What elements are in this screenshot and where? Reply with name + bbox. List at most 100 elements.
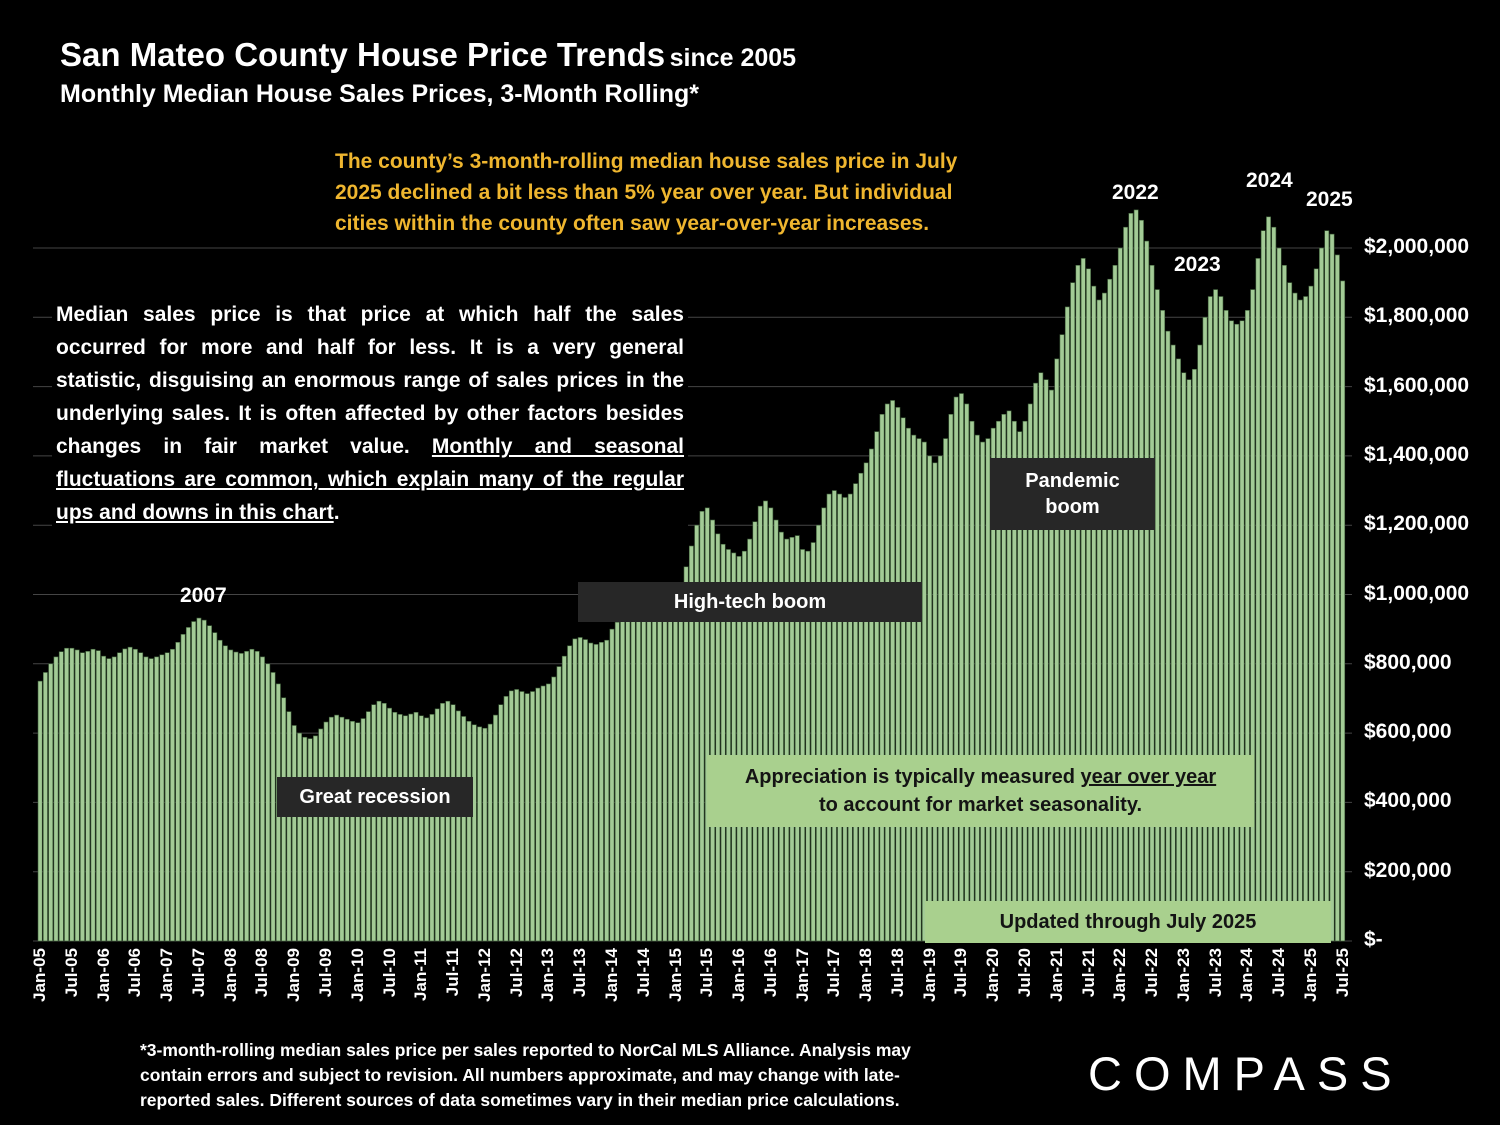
price-bar — [921, 441, 927, 942]
x-tick-label: Jan-24 — [1237, 948, 1257, 1002]
price-bar — [48, 663, 54, 942]
subtitle: Monthly Median House Sales Prices, 3-Mon… — [60, 80, 699, 108]
price-bar — [625, 606, 631, 942]
price-bar — [964, 403, 970, 942]
price-bar — [191, 621, 197, 942]
price-bar — [588, 642, 594, 942]
x-tick-label: Jan-18 — [856, 948, 876, 1002]
price-bar — [900, 417, 906, 942]
price-bar — [556, 666, 562, 942]
price-bar — [1202, 316, 1208, 942]
price-bar — [969, 420, 975, 942]
price-bar — [371, 704, 377, 942]
page-title: San Mateo County House Price Trends — [60, 36, 666, 73]
price-bar — [609, 628, 615, 942]
price-bar — [413, 712, 419, 942]
x-tick-label: Jul-16 — [760, 948, 780, 998]
x-tick-label: Jul-12 — [506, 948, 526, 998]
price-bar — [175, 642, 181, 942]
price-bar — [238, 653, 244, 942]
x-tick-label: Jul-05 — [61, 948, 81, 998]
price-bar — [217, 639, 223, 942]
x-tick-label: Jan-07 — [157, 948, 177, 1002]
x-tick-label: Jan-19 — [919, 948, 939, 1002]
price-bar — [387, 707, 392, 942]
price-bar — [959, 393, 964, 942]
price-bar — [699, 511, 705, 942]
price-bar — [593, 644, 599, 942]
price-bar — [1091, 285, 1097, 942]
price-bar — [943, 438, 948, 942]
price-bar — [577, 637, 583, 942]
price-bar — [223, 645, 228, 942]
price-bar — [953, 396, 959, 942]
year-label-2022: 2022 — [1112, 181, 1159, 204]
year-label-2007: 2007 — [180, 584, 227, 607]
x-tick-label: Jan-06 — [93, 948, 113, 1002]
price-bar — [122, 648, 128, 942]
price-bar — [90, 648, 96, 942]
price-bar — [307, 738, 313, 942]
price-bar — [207, 625, 212, 942]
x-tick-label: Jul-11 — [443, 948, 463, 997]
price-bar — [1213, 289, 1218, 942]
price-bar — [1096, 299, 1102, 942]
price-bar — [1080, 258, 1086, 942]
great-recession-label: Great recession — [277, 777, 473, 817]
compass-logo: COMPASS — [1088, 1047, 1404, 1100]
price-bar — [768, 507, 774, 942]
price-bar — [794, 535, 800, 942]
y-tick-label: $1,200,000 — [1364, 512, 1470, 536]
price-bar — [636, 599, 641, 942]
price-bar — [752, 521, 758, 942]
price-bar — [614, 621, 620, 942]
price-bar — [365, 711, 371, 942]
price-bar — [842, 497, 848, 942]
x-tick-label: Jul-25 — [1332, 948, 1352, 998]
price-bar — [736, 556, 742, 942]
price-bar — [778, 531, 784, 942]
price-bar — [85, 651, 91, 942]
price-bar — [403, 715, 408, 942]
pandemic-boom-label: Pandemic boom — [990, 458, 1155, 530]
price-bar — [1186, 379, 1192, 942]
x-tick-label: Jul-24 — [1269, 948, 1289, 998]
price-bar — [731, 552, 737, 942]
year-label-2025: 2025 — [1306, 188, 1353, 211]
description-text: Median sales price is that price at whic… — [52, 298, 688, 529]
x-tick-label: Jan-16 — [729, 948, 749, 1002]
price-bar — [757, 505, 763, 942]
y-tick-label: $2,000,000 — [1364, 235, 1470, 258]
x-tick-label: Jan-13 — [538, 948, 558, 1002]
price-bar — [440, 702, 445, 942]
price-bar — [530, 691, 535, 942]
x-tick-label: Jan-21 — [1046, 948, 1066, 1002]
price-bar — [694, 524, 700, 942]
price-bar — [1054, 358, 1060, 942]
price-bar — [313, 735, 318, 942]
price-bar — [1223, 310, 1229, 942]
price-bar — [1287, 282, 1293, 942]
price-bar — [826, 493, 832, 942]
updated-note: Updated through July 2025 — [925, 901, 1331, 943]
x-tick-label: Jan-23 — [1173, 948, 1193, 1002]
price-bar — [286, 711, 292, 942]
price-bar — [927, 455, 933, 942]
price-bar — [720, 543, 726, 942]
price-bar — [42, 672, 48, 942]
pandemic-boom-text-line1: Pandemic — [1025, 470, 1120, 492]
x-tick-label: Jan-22 — [1110, 948, 1130, 1002]
x-tick-label: Jul-20 — [1014, 948, 1034, 998]
price-bar — [434, 708, 440, 942]
title-block: San Mateo County House Price Trends sinc… — [60, 36, 796, 109]
price-bar — [572, 638, 578, 942]
price-bar — [148, 658, 154, 942]
appreciation-line2: to account for market seasonality. — [818, 794, 1143, 816]
y-tick-label: $200,000 — [1364, 858, 1452, 882]
price-bar — [466, 721, 472, 942]
price-bar — [810, 542, 816, 942]
price-bar — [1059, 334, 1065, 942]
price-bar — [461, 716, 467, 942]
x-tick-label: Jul-14 — [633, 948, 653, 998]
